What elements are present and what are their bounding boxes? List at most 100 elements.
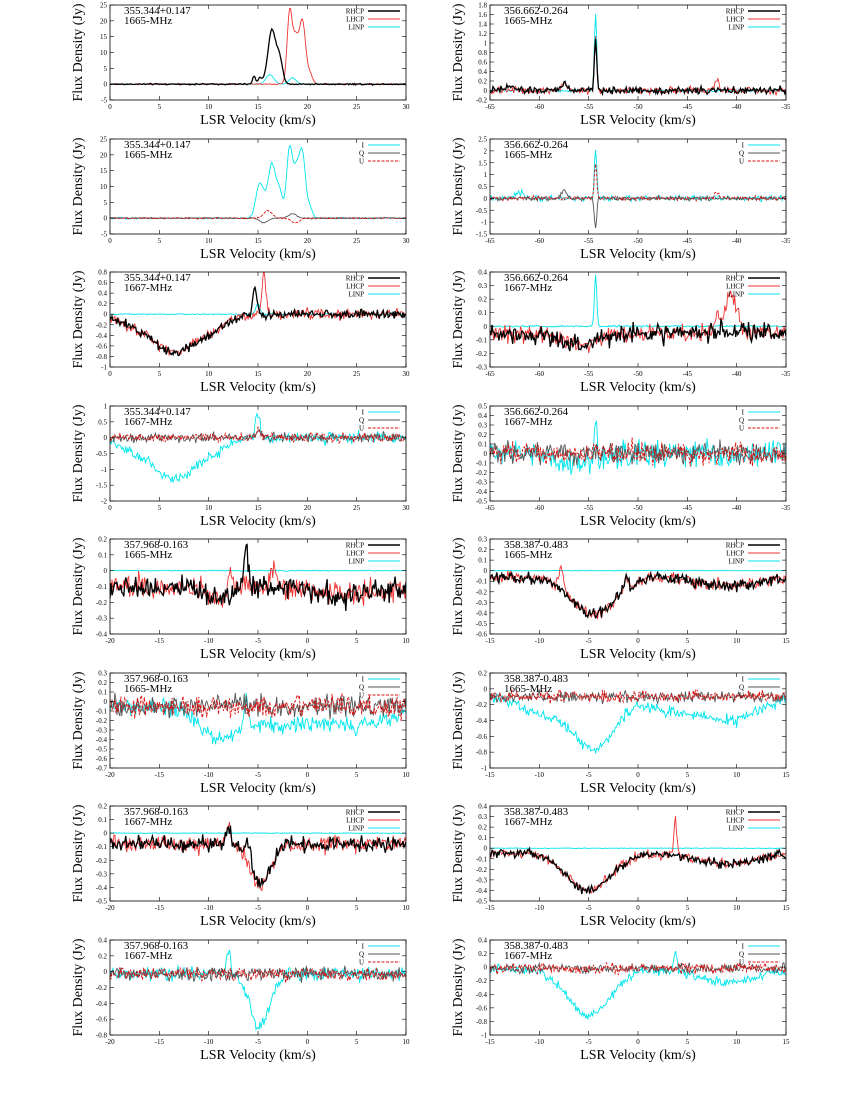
y-tick-label: -0.6 [96,755,108,763]
y-tick-label: -0.6 [476,631,488,639]
x-axis-label: LSR Velocity (km/s) [580,1048,696,1063]
source-name-label: 355.344+0.147 [124,406,191,418]
x-tick-label: 0 [306,771,310,779]
x-axis-label: LSR Velocity (km/s) [580,113,696,128]
x-tick-label: -10 [204,1038,214,1046]
transition-label: 1665-MHz [504,15,552,27]
y-tick-label: -0.1 [96,583,108,591]
series-linp-line [490,847,786,850]
transition-label: 1665-MHz [124,15,172,27]
y-tick-label: 0 [104,214,108,222]
legend-label-u: U [739,424,744,432]
legend-label-q: Q [359,683,364,691]
transition-label: 1665-MHz [504,683,552,695]
y-tick-label: -1 [481,1031,487,1039]
x-tick-label: -15 [485,771,495,779]
y-tick-label: 1 [104,402,108,410]
x-tick-label: 25 [353,370,361,378]
y-tick-label: -0.2 [476,350,488,358]
y-axis-label: Flux Density (Jy) [451,671,466,769]
y-tick-label: -0.2 [96,717,108,725]
y-tick-label: 0.1 [478,309,487,317]
series-lhcp-line [490,816,786,894]
y-tick-label: -0.5 [476,497,488,505]
x-tick-label: -60 [535,370,545,378]
x-tick-label: 0 [306,1038,310,1046]
series-rhcp-line [110,825,406,890]
y-tick-label: -0.5 [96,450,108,458]
y-tick-label: -0.1 [96,707,108,715]
y-tick-label: 0.2 [98,300,107,308]
y-tick-label: 0 [484,450,488,458]
y-tick-label: -0.2 [476,977,488,985]
x-tick-label: -15 [155,1038,165,1046]
y-tick-label: 0.4 [98,290,107,298]
legend-label-rhcp: RHCP [346,8,364,16]
x-tick-label: -55 [584,370,594,378]
x-tick-label: 10 [733,771,741,779]
y-tick-label: -0.2 [476,97,488,105]
x-tick-label: 15 [255,370,263,378]
y-tick-label: 20 [100,17,108,25]
x-tick-label: 30 [403,370,411,378]
x-tick-label: -35 [781,370,790,378]
x-tick-label: -45 [683,370,693,378]
x-tick-label: 10 [733,637,741,645]
y-tick-label: 0.5 [478,402,487,410]
y-tick-label: -0.1 [476,578,488,586]
transition-label: 1665-MHz [504,549,552,561]
y-tick-label: -0.4 [96,631,108,639]
x-tick-label: -15 [155,771,165,779]
series-lhcp-line [110,272,406,356]
x-tick-label: -10 [535,637,545,645]
legend-label-linp: LINP [728,24,744,32]
x-tick-label: 5 [686,637,690,645]
legend-label-lhcp: LHCP [346,550,364,558]
y-tick-label: 0.1 [98,551,107,559]
y-tick-label: -0.7 [96,764,108,772]
y-tick-label: -0.2 [96,857,108,865]
y-tick-label: -0.3 [96,615,108,623]
series-u-line [110,425,406,444]
x-tick-label: -20 [105,904,115,912]
source-name-label: 355.344+0.147 [124,139,191,151]
y-tick-label: -1 [481,218,487,226]
x-tick-label: -40 [732,504,742,512]
x-axis-label: LSR Velocity (km/s) [580,514,696,529]
legend-label-q: Q [359,416,364,424]
source-name-label: 357.968-0.163 [124,940,189,952]
x-tick-label: 5 [686,904,690,912]
y-tick-label: 0.3 [478,813,487,821]
legend-label-lhcp: LHCP [346,16,364,24]
source-name-label: 358.387-0.483 [504,673,569,685]
y-tick-label: 1.5 [478,159,487,167]
series-q-line [110,965,406,983]
chart-panel-4: -1.5 -1 -0.5 0 0.5 1 1.5 2 2.5 -65 -60 -55 -50 -45 -40… [451,135,790,262]
legend-label-u: U [359,691,364,699]
source-name-label: 355.344+0.147 [124,272,191,284]
y-tick-label: 0.2 [478,950,487,958]
chart-panel-6: -0.3 -0.2 -0.1 0 0.1 0.2 0.3 0.4 -65 -60 -55 -50 -45… [451,269,790,396]
x-tick-label: -5 [255,904,261,912]
series-q-line [490,961,786,975]
y-tick-label: -0.3 [476,478,488,486]
x-tick-label: -40 [732,370,742,378]
series-linp-line [110,832,406,835]
x-tick-label: 10 [205,237,213,245]
y-tick-label: 0.2 [478,546,487,554]
transition-label: 1667-MHz [504,416,552,428]
x-tick-label: -45 [683,103,693,111]
x-axis-label: LSR Velocity (km/s) [580,647,696,662]
x-tick-label: 30 [403,103,411,111]
y-tick-label: 0.2 [98,803,107,811]
series-lhcp-line [110,822,406,892]
y-tick-label: 0.4 [478,936,487,944]
y-tick-label: -0.4 [96,736,108,744]
y-tick-label: -0.2 [96,321,108,329]
legend-label-lhcp: LHCP [346,817,364,825]
x-tick-label: 5 [158,370,162,378]
y-tick-label: 0.1 [98,688,107,696]
chart-panel-9: -0.4 -0.3 -0.2 -0.1 0 0.1 0.2 -20 -15 -10 -5 0 5 10 LS… [71,536,410,663]
y-tick-label: 0.1 [478,557,487,565]
